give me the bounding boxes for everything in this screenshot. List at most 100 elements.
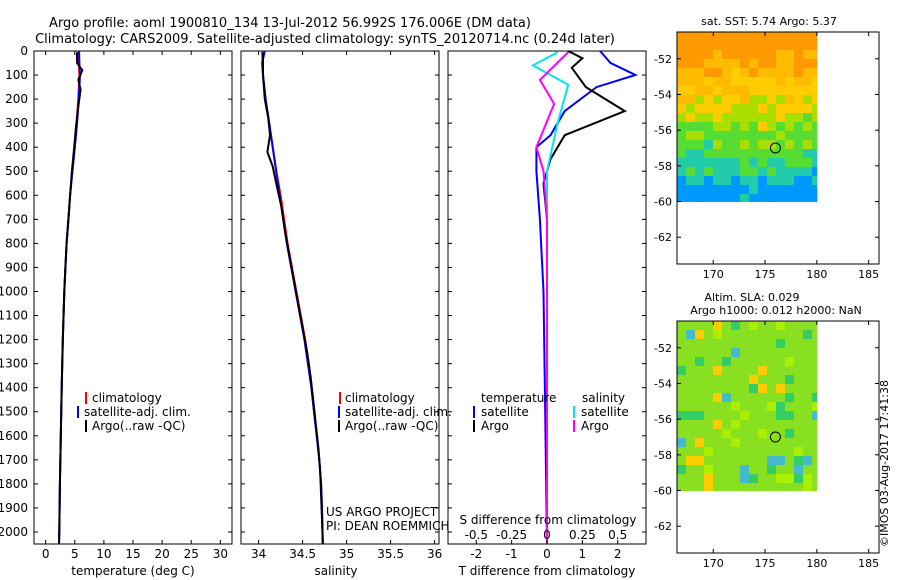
map-cell (803, 321, 813, 331)
map-cell (713, 50, 723, 60)
map-cell (812, 122, 818, 132)
map-cell (740, 41, 750, 51)
legend-label-climatology: climatology (92, 391, 162, 405)
map-cell (713, 59, 723, 69)
map-cell (695, 77, 705, 87)
map-cell (704, 185, 714, 195)
map-cell (803, 375, 813, 385)
map-cell (758, 447, 768, 457)
map-cell (740, 59, 750, 69)
x-tick-label: 0 (543, 547, 551, 561)
map-cell (776, 176, 786, 186)
map-cell (749, 456, 759, 466)
map-cell (767, 483, 777, 492)
map-cell (704, 32, 714, 42)
map-cell (731, 375, 741, 385)
s-tick-label: -0.25 (496, 528, 527, 542)
map-cell (749, 185, 759, 195)
s-difference-axis-label: S difference from climatology (460, 513, 637, 527)
map-cell (695, 59, 705, 69)
salinity-legend: climatology satellite-adj. clim. Argo(..… (338, 391, 452, 433)
map-cell (794, 465, 804, 475)
map-cell (740, 339, 750, 349)
map-cell (686, 140, 696, 150)
x-tick-label: -2 (470, 547, 482, 561)
map-cell (749, 339, 759, 349)
map-cell (749, 321, 759, 331)
map-cell (767, 474, 777, 484)
map-cell (767, 366, 777, 376)
map-cell (713, 149, 723, 159)
map-cell (749, 465, 759, 475)
map-cell (812, 113, 818, 123)
map-cell (803, 474, 813, 484)
legend-title-salinity: salinity (582, 391, 625, 405)
map-cell (677, 32, 687, 42)
map-cell (713, 185, 723, 195)
map-cell (731, 113, 741, 123)
map-cell (695, 339, 705, 349)
map-cell (803, 32, 813, 42)
map-cell (803, 68, 813, 78)
map-cell (731, 438, 741, 448)
map-cell (803, 95, 813, 105)
map-cell (803, 429, 813, 439)
lat-tick-label: -52 (654, 342, 672, 355)
map-cell (695, 465, 705, 475)
map-cell (767, 68, 777, 78)
map-cell (704, 59, 714, 69)
x-tick-label: 5 (71, 547, 79, 561)
map-cell (695, 41, 705, 51)
depth-tick-label: 1100 (0, 309, 28, 323)
map-cell (677, 393, 687, 403)
map-cell (722, 357, 732, 367)
map-cell (803, 77, 813, 87)
map-cell (776, 393, 786, 403)
sla-map-panel: Altim. SLA: 0.029 Argo h1000: 0.012 h200… (654, 291, 880, 570)
map-cell (677, 438, 687, 448)
map-cell (695, 348, 705, 358)
map-cell (740, 50, 750, 60)
map-cell (686, 77, 696, 87)
map-cell (749, 176, 759, 186)
map-cell (776, 474, 786, 484)
depth-tick-label: 1700 (0, 453, 28, 467)
x-tick-label: 35.5 (377, 547, 404, 561)
depth-tick-label: 0 (20, 44, 28, 58)
map-cell (686, 456, 696, 466)
map-cell (740, 77, 750, 87)
map-cell (767, 321, 777, 331)
map-cell (785, 167, 795, 177)
map-cell (686, 474, 696, 484)
map-cell (749, 59, 759, 69)
map-cell (758, 366, 768, 376)
map-cell (758, 50, 768, 60)
map-cell (722, 366, 732, 376)
map-cell (767, 185, 777, 195)
map-cell (794, 429, 804, 439)
map-cell (803, 393, 813, 403)
map-cell (731, 411, 741, 421)
map-cell (731, 393, 741, 403)
map-cell (722, 330, 732, 340)
map-cell (767, 104, 777, 114)
map-cell (785, 32, 795, 42)
map-cell (758, 465, 768, 475)
map-cell (722, 348, 732, 358)
map-cell (677, 447, 687, 457)
map-cell (677, 330, 687, 340)
map-cell (749, 158, 759, 168)
map-cell (794, 375, 804, 385)
map-cell (722, 122, 732, 132)
map-cell (704, 339, 714, 349)
map-cell (695, 167, 705, 177)
temperature-legend: climatology satellite-adj. clim. Argo(..… (77, 391, 191, 433)
difference-series (530, 50, 639, 545)
temperature-axis-label: temperature (deg C) (71, 564, 194, 578)
map-cell (803, 483, 813, 492)
x-tick-label: 10 (96, 547, 111, 561)
map-cell (767, 447, 777, 457)
map-cell (749, 140, 759, 150)
map-cell (695, 456, 705, 466)
x-tick-label: 2 (614, 547, 622, 561)
